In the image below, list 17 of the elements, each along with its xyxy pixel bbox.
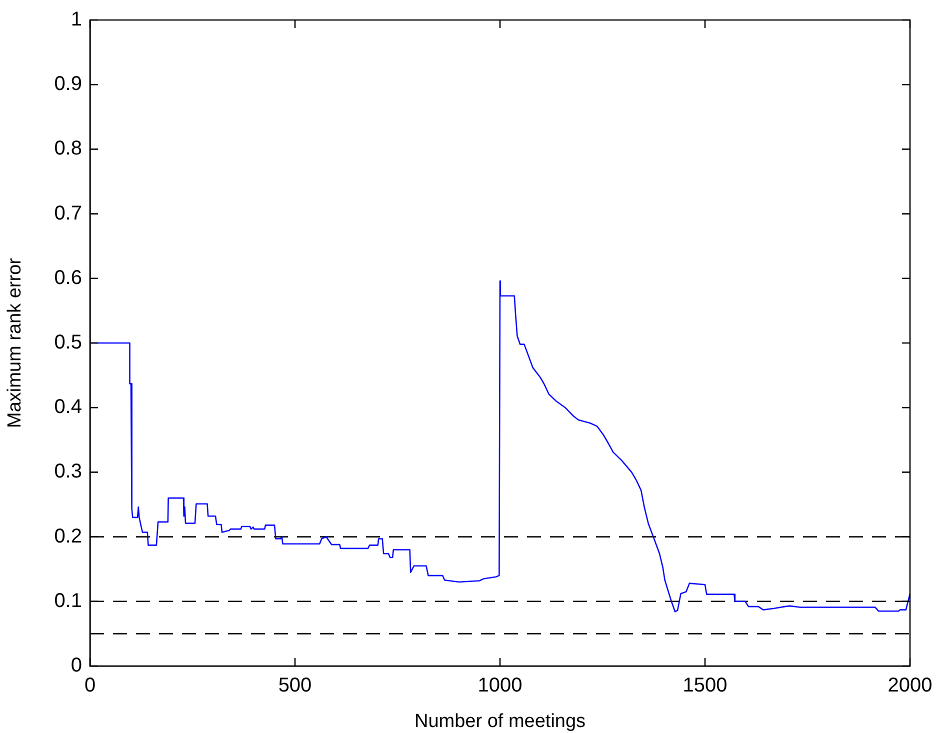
x-tick-label: 2000 — [888, 674, 932, 697]
y-tick-label: 0.4 — [54, 396, 82, 418]
x-tick-label: 1000 — [478, 674, 522, 697]
y-tick-label: 0.6 — [54, 266, 82, 289]
x-tick-label: 500 — [278, 674, 312, 697]
y-tick-label: 0.8 — [54, 138, 82, 160]
y-tick-label: 0.2 — [54, 525, 82, 548]
y-tick-label: 0 — [70, 654, 82, 677]
y-tick-label: 0.1 — [54, 590, 82, 612]
y-tick-label: 1 — [70, 8, 82, 31]
y-tick-label: 0.7 — [54, 202, 82, 224]
y-axis-title: Maximum rank error — [4, 257, 26, 428]
y-tick-label: 0.3 — [54, 460, 82, 483]
x-tick-label: 1500 — [682, 674, 728, 697]
x-axis-title: Number of meetings — [414, 710, 586, 732]
y-tick-label: 0.5 — [54, 332, 82, 354]
y-tick-label: 0.9 — [54, 73, 82, 96]
